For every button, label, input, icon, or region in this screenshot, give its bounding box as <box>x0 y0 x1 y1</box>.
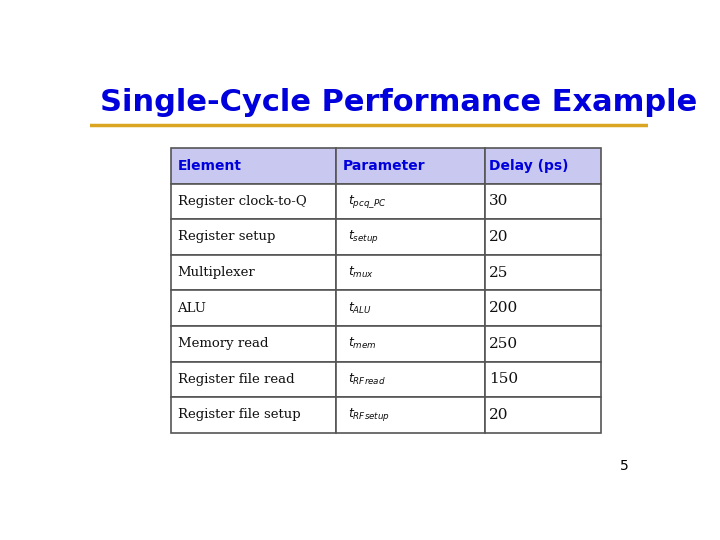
Bar <box>485 362 600 397</box>
Bar <box>336 255 485 291</box>
Bar <box>171 219 336 255</box>
Text: Memory read: Memory read <box>178 338 268 350</box>
Bar <box>485 326 600 362</box>
Text: 20: 20 <box>489 408 509 422</box>
Bar <box>171 397 336 433</box>
Text: 150: 150 <box>489 373 518 387</box>
Text: Register file read: Register file read <box>178 373 294 386</box>
Bar <box>485 219 600 255</box>
Text: 5: 5 <box>620 459 629 473</box>
Text: Register setup: Register setup <box>178 231 275 244</box>
Text: Element: Element <box>178 159 241 173</box>
Text: $t_{pcq\_PC}$: $t_{pcq\_PC}$ <box>348 193 387 210</box>
Text: $t_{RFread}$: $t_{RFread}$ <box>348 372 386 387</box>
Bar <box>336 148 485 184</box>
Text: Register clock-to-Q: Register clock-to-Q <box>178 195 306 208</box>
Bar <box>485 148 600 184</box>
Bar <box>336 397 485 433</box>
Bar <box>171 255 336 291</box>
Bar <box>336 326 485 362</box>
Bar <box>485 184 600 219</box>
Bar <box>171 184 336 219</box>
Text: Single-Cycle Performance Example: Single-Cycle Performance Example <box>100 87 697 117</box>
Text: $t_{ALU}$: $t_{ALU}$ <box>348 301 372 316</box>
Bar <box>171 148 336 184</box>
Bar <box>485 291 600 326</box>
Text: 20: 20 <box>489 230 509 244</box>
Text: Register file setup: Register file setup <box>178 408 300 422</box>
Text: $t_{RFsetup}$: $t_{RFsetup}$ <box>348 407 390 423</box>
Text: $t_{mem}$: $t_{mem}$ <box>348 336 377 352</box>
Text: Multiplexer: Multiplexer <box>178 266 256 279</box>
Bar <box>171 326 336 362</box>
Bar <box>336 184 485 219</box>
Bar <box>336 362 485 397</box>
Text: 25: 25 <box>489 266 508 280</box>
Text: 250: 250 <box>489 337 518 351</box>
Text: Delay (ps): Delay (ps) <box>489 159 569 173</box>
Bar <box>171 362 336 397</box>
Text: $t_{setup}$: $t_{setup}$ <box>348 228 379 246</box>
Text: ALU: ALU <box>178 302 207 315</box>
Bar <box>336 219 485 255</box>
Text: $t_{mux}$: $t_{mux}$ <box>348 265 374 280</box>
Bar <box>171 291 336 326</box>
Text: Parameter: Parameter <box>342 159 425 173</box>
Bar <box>336 291 485 326</box>
Text: 200: 200 <box>489 301 518 315</box>
Bar <box>485 255 600 291</box>
Bar <box>485 397 600 433</box>
Text: 30: 30 <box>489 194 508 208</box>
